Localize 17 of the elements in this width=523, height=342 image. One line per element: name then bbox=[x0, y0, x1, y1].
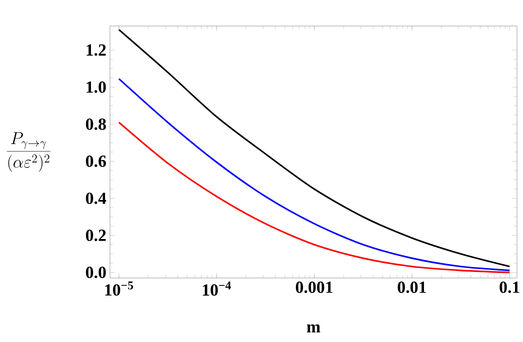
line-series bbox=[118, 28, 510, 268]
x-tick-label: 0.1 bbox=[500, 282, 520, 294]
line-series bbox=[118, 122, 510, 274]
x-tick-label: 10$^{−5}$ bbox=[105, 282, 134, 296]
x-tick-label: 0.001 bbox=[296, 282, 332, 294]
y-tick-label: 0.4 bbox=[86, 192, 106, 204]
x-tick-label: 10$^{−4}$ bbox=[202, 282, 231, 296]
y-tick-label: 1.2 bbox=[86, 44, 106, 56]
y-tick-label: 0.2 bbox=[86, 230, 106, 242]
x-tick-label: 0.01 bbox=[398, 282, 426, 294]
y-tick-label: 0.8 bbox=[86, 118, 106, 130]
y-tick-label: 0.6 bbox=[86, 156, 106, 168]
y-tick-label: 0.0 bbox=[86, 266, 106, 278]
x-axis-title: m bbox=[306, 324, 320, 332]
y-tick-label: 1.0 bbox=[86, 81, 106, 93]
line-series bbox=[118, 78, 510, 272]
y-axis-title: $\frac{P_{\gamma\to\gamma}}{(\alpha\varepsilon^{2})^{2}}$ bbox=[6, 132, 50, 172]
